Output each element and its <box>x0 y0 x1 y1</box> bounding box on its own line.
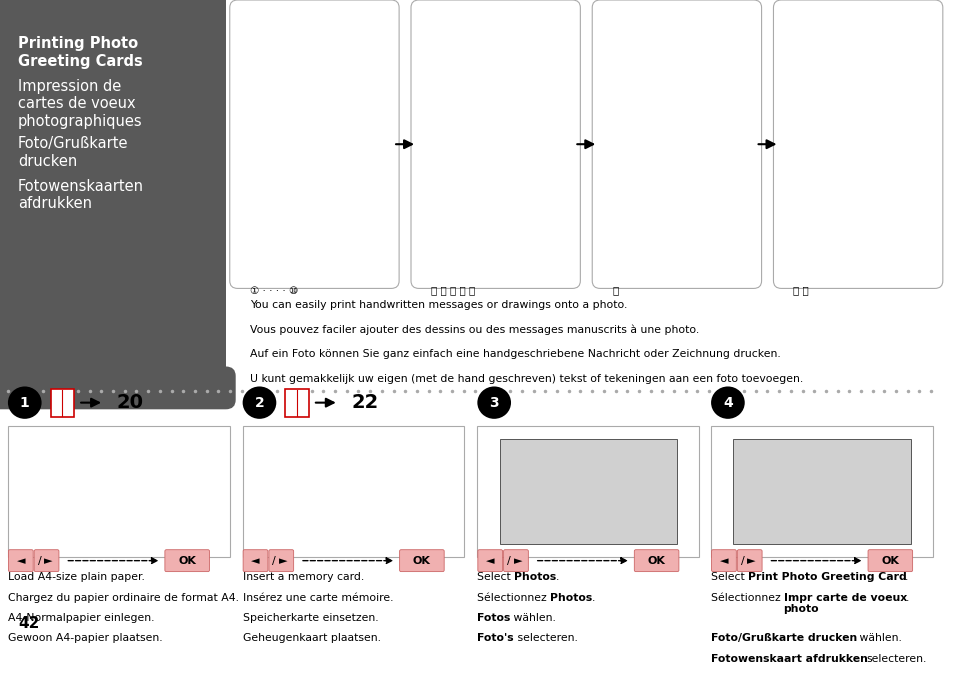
FancyBboxPatch shape <box>634 550 679 571</box>
Text: ⑰ ⑱: ⑰ ⑱ <box>793 285 808 295</box>
Text: 4: 4 <box>722 396 732 410</box>
FancyBboxPatch shape <box>773 0 942 289</box>
Text: Speicherkarte einsetzen.: Speicherkarte einsetzen. <box>242 613 378 623</box>
Text: /: / <box>38 556 41 566</box>
Text: ◄: ◄ <box>719 556 727 566</box>
Text: 20: 20 <box>116 393 144 412</box>
Text: OK: OK <box>413 556 431 566</box>
Text: ⑪ ⑫ ⑬ ⑭ ⑮: ⑪ ⑫ ⑬ ⑭ ⑮ <box>431 285 475 295</box>
FancyBboxPatch shape <box>737 550 761 571</box>
Text: selecteren.: selecteren. <box>513 633 577 643</box>
Text: /: / <box>740 556 744 566</box>
Text: Fotowenskaart afdrukken: Fotowenskaart afdrukken <box>710 654 867 673</box>
Bar <box>0 0 226 386</box>
Bar <box>242 427 464 557</box>
Text: Load A4-size plain paper.: Load A4-size plain paper. <box>8 572 145 582</box>
Bar <box>733 439 910 544</box>
Text: ◄: ◄ <box>251 556 259 566</box>
Bar <box>8 427 230 557</box>
Text: Chargez du papier ordinaire de format A4.: Chargez du papier ordinaire de format A4… <box>8 592 238 602</box>
FancyBboxPatch shape <box>230 0 398 289</box>
FancyBboxPatch shape <box>399 550 444 571</box>
Text: Foto/Grußkarte
drucken: Foto/Grußkarte drucken <box>18 136 129 168</box>
Text: ◄: ◄ <box>485 556 494 566</box>
FancyBboxPatch shape <box>711 550 736 571</box>
Text: 42: 42 <box>18 616 39 631</box>
FancyBboxPatch shape <box>51 389 74 417</box>
Text: OK: OK <box>178 556 196 566</box>
FancyBboxPatch shape <box>34 550 59 571</box>
Text: A4-Normalpapier einlegen.: A4-Normalpapier einlegen. <box>8 613 154 623</box>
Circle shape <box>710 386 744 419</box>
Text: ⑯: ⑯ <box>612 285 618 295</box>
Text: ►: ► <box>746 556 755 566</box>
Text: 3: 3 <box>489 396 498 410</box>
FancyBboxPatch shape <box>0 367 235 409</box>
Bar <box>499 439 677 544</box>
FancyBboxPatch shape <box>503 550 528 571</box>
FancyBboxPatch shape <box>867 550 912 571</box>
Text: Vous pouvez faciler ajouter des dessins ou des messages manuscrits à une photo.: Vous pouvez faciler ajouter des dessins … <box>250 324 699 335</box>
Text: Geheugenkaart plaatsen.: Geheugenkaart plaatsen. <box>242 633 380 643</box>
Text: Foto/Grußkarte drucken: Foto/Grußkarte drucken <box>710 633 857 643</box>
Text: You can easily print handwritten messages or drawings onto a photo.: You can easily print handwritten message… <box>250 300 626 310</box>
Text: ►: ► <box>278 556 287 566</box>
Text: 22: 22 <box>352 393 378 412</box>
FancyBboxPatch shape <box>477 550 502 571</box>
Text: selecteren.: selecteren. <box>865 654 926 664</box>
Text: ►: ► <box>44 556 52 566</box>
Text: U kunt gemakkelijk uw eigen (met de hand geschreven) tekst of tekeningen aan een: U kunt gemakkelijk uw eigen (met de hand… <box>250 374 802 384</box>
Text: Printing Photo
Greeting Cards: Printing Photo Greeting Cards <box>18 36 142 69</box>
Text: OK: OK <box>881 556 899 566</box>
Bar <box>476 427 699 557</box>
Text: ►: ► <box>513 556 521 566</box>
FancyBboxPatch shape <box>165 550 210 571</box>
Text: ◄: ◄ <box>16 556 25 566</box>
FancyBboxPatch shape <box>592 0 760 289</box>
Text: ① · · · · ⑩: ① · · · · ⑩ <box>250 285 297 295</box>
Circle shape <box>476 386 511 419</box>
Text: Sélectionnez: Sélectionnez <box>476 592 550 602</box>
FancyBboxPatch shape <box>411 0 579 289</box>
Text: /: / <box>273 556 276 566</box>
Text: .: . <box>904 572 907 582</box>
Text: Impression de
cartes de voeux
photographiques: Impression de cartes de voeux photograph… <box>18 79 142 129</box>
Bar <box>710 427 932 557</box>
Text: /: / <box>507 556 511 566</box>
Text: Photos: Photos <box>514 572 556 582</box>
Text: Fotowenskaarten
afdrukken: Fotowenskaarten afdrukken <box>18 179 144 211</box>
Text: wählen.: wählen. <box>510 613 556 623</box>
Text: Auf ein Foto können Sie ganz einfach eine handgeschriebene Nachricht oder Zeichn: Auf ein Foto können Sie ganz einfach ein… <box>250 349 780 359</box>
Text: Gewoon A4-papier plaatsen.: Gewoon A4-papier plaatsen. <box>8 633 162 643</box>
Text: 1: 1 <box>20 396 30 410</box>
Text: Select: Select <box>476 572 514 582</box>
Text: Photos: Photos <box>549 592 592 602</box>
Text: Sélectionnez: Sélectionnez <box>710 592 783 602</box>
Circle shape <box>242 386 276 419</box>
Text: OK: OK <box>647 556 665 566</box>
FancyBboxPatch shape <box>243 550 268 571</box>
FancyBboxPatch shape <box>285 389 309 417</box>
Circle shape <box>8 386 42 419</box>
Text: .: . <box>556 572 558 582</box>
Text: Impr carte de voeux
photo: Impr carte de voeux photo <box>782 592 906 614</box>
Text: Insert a memory card.: Insert a memory card. <box>242 572 363 582</box>
Text: Insérez une carte mémoire.: Insérez une carte mémoire. <box>242 592 393 602</box>
Text: Foto's: Foto's <box>476 633 514 643</box>
FancyBboxPatch shape <box>9 550 33 571</box>
Text: Fotos: Fotos <box>476 613 510 623</box>
Text: .: . <box>904 592 908 602</box>
Text: .: . <box>591 592 595 602</box>
Text: Select: Select <box>710 572 747 582</box>
Text: wählen.: wählen. <box>855 633 901 643</box>
Text: Print Photo Greeting Card: Print Photo Greeting Card <box>747 572 905 582</box>
Text: 2: 2 <box>254 396 264 410</box>
FancyBboxPatch shape <box>269 550 294 571</box>
